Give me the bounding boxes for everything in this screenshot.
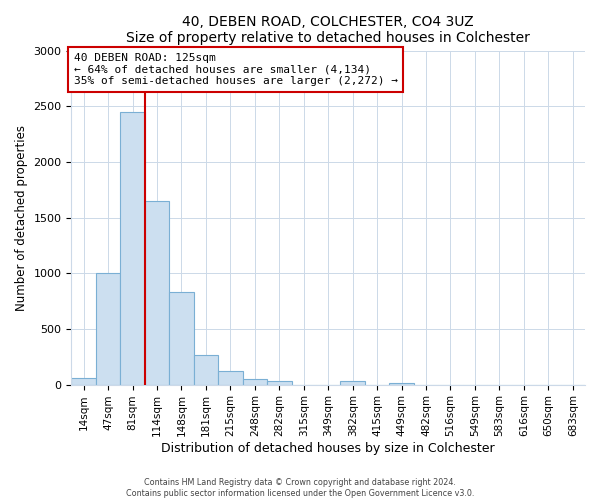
Bar: [389, 383, 414, 384]
Bar: [267, 382, 292, 384]
Bar: [71, 378, 96, 384]
Y-axis label: Number of detached properties: Number of detached properties: [15, 124, 28, 310]
Text: Contains HM Land Registry data © Crown copyright and database right 2024.
Contai: Contains HM Land Registry data © Crown c…: [126, 478, 474, 498]
Text: 40 DEBEN ROAD: 125sqm
← 64% of detached houses are smaller (4,134)
35% of semi-d: 40 DEBEN ROAD: 125sqm ← 64% of detached …: [74, 53, 398, 86]
Title: 40, DEBEN ROAD, COLCHESTER, CO4 3UZ
Size of property relative to detached houses: 40, DEBEN ROAD, COLCHESTER, CO4 3UZ Size…: [126, 15, 530, 45]
Bar: [145, 201, 169, 384]
X-axis label: Distribution of detached houses by size in Colchester: Distribution of detached houses by size …: [161, 442, 495, 455]
Bar: [96, 273, 121, 384]
Bar: [340, 382, 365, 384]
Bar: [218, 371, 242, 384]
Bar: [121, 112, 145, 384]
Bar: [242, 379, 267, 384]
Bar: [194, 354, 218, 384]
Bar: [169, 292, 194, 384]
